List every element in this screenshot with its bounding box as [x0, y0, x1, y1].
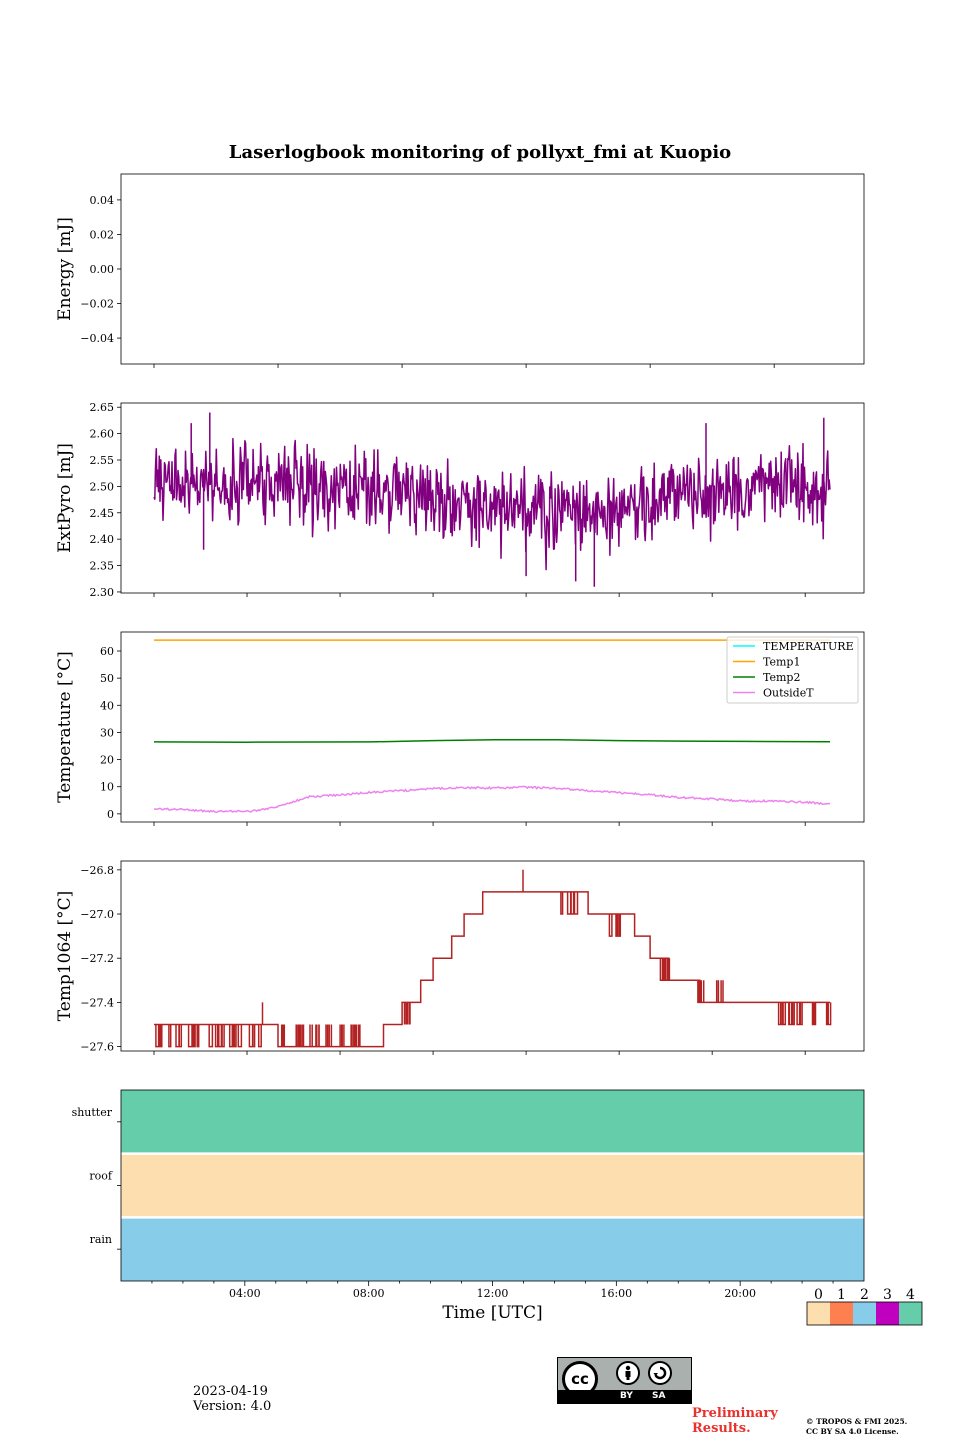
- y-tick-label: 30: [100, 726, 114, 739]
- colorbar-swatch: [853, 1302, 876, 1325]
- axes-frame: [120, 860, 865, 1052]
- footer-date: 2023-04-19: [193, 1384, 268, 1399]
- y-axis-label: ExtPyro [mJ]: [55, 443, 75, 553]
- attribution-icon: [616, 1361, 640, 1385]
- footer-version: Version: 4.0: [193, 1399, 272, 1414]
- cc-bottom-bar: [558, 1390, 691, 1403]
- figure-title: Laserlogbook monitoring of pollyxt_fmi a…: [229, 142, 731, 163]
- legend-entry: Temp1: [763, 656, 800, 669]
- x-tick-label: 20:00: [724, 1287, 756, 1300]
- y-tick-label: 0.02: [90, 228, 115, 241]
- colorbar-label: 3: [883, 1287, 892, 1303]
- copyright-line-1: © TROPOS & FMI 2025.: [806, 1417, 908, 1426]
- row-label: rain: [90, 1233, 112, 1246]
- y-tick-label: −27.2: [80, 952, 114, 965]
- chart-panels: 0.04 0.02 0.00 −0.02 −0.04 Energy [mJ] 2.65 2.6…: [55, 173, 923, 1326]
- colorbar-swatch: [830, 1302, 853, 1325]
- status-row-shutter: [121, 1090, 864, 1154]
- legend-entry: TEMPERATURE: [763, 640, 854, 653]
- status-row-rain: [121, 1217, 864, 1281]
- y-tick-label: 2.60: [90, 428, 115, 441]
- colorbar-label: 2: [860, 1287, 869, 1303]
- y-tick-label: 20: [100, 754, 114, 767]
- extpyro-series: [153, 412, 831, 587]
- colorbar-label: 4: [906, 1287, 915, 1303]
- y-tick-label: 10: [100, 781, 114, 794]
- y-tick-label: −27.4: [80, 996, 114, 1009]
- axes-frame: [120, 631, 865, 823]
- legend-entry: OutsideT: [763, 687, 814, 700]
- share-alike-icon: [648, 1361, 672, 1385]
- y-tick-label: 2.55: [90, 454, 115, 467]
- y-tick-label: 50: [100, 672, 114, 685]
- y-tick-label: −27.0: [80, 908, 114, 921]
- status-row-roof: [121, 1153, 864, 1218]
- y-tick-label: 2.65: [90, 401, 115, 414]
- legend-box: [726, 636, 859, 704]
- y-tick-label: 40: [100, 699, 114, 712]
- colorbar-label: 0: [814, 1287, 823, 1303]
- colorbar-label: 1: [837, 1287, 846, 1303]
- colorbar-swatch: [807, 1302, 830, 1325]
- legend: TEMPERATURE Temp1 Temp2 OutsideT: [726, 636, 859, 704]
- y-tick-label: 2.45: [90, 507, 115, 520]
- preliminary-line-1: Preliminary: [692, 1406, 778, 1421]
- colorbar-frame: [806, 1301, 923, 1326]
- cc-by-label: BY: [620, 1391, 633, 1401]
- y-tick-label: 0: [107, 808, 114, 821]
- y-tick-label: −27.6: [80, 1041, 114, 1054]
- x-tick-label: 04:00: [229, 1287, 261, 1300]
- y-tick-label: −0.02: [80, 298, 114, 311]
- y-tick-label: 2.30: [90, 586, 115, 599]
- y-axis-label: Temp1064 [°C]: [55, 891, 75, 1022]
- row-label: roof: [89, 1170, 113, 1183]
- colorbar-swatch: [899, 1302, 922, 1325]
- y-tick-label: 0.00: [90, 263, 115, 276]
- y-tick-label: 0.04: [90, 194, 115, 207]
- x-axis-label: Time [UTC]: [442, 1303, 542, 1323]
- preliminary-line-2: Results.: [692, 1421, 751, 1436]
- legend-entry: Temp2: [763, 671, 800, 684]
- series-outsidet: [153, 785, 831, 814]
- axes-frame: [120, 173, 865, 365]
- y-tick-label: 2.35: [90, 560, 115, 573]
- y-tick-label: 60: [100, 645, 114, 658]
- y-tick-label: 2.50: [90, 480, 115, 493]
- cc-license-badge: cc BY SA: [557, 1357, 692, 1404]
- copyright-line-2: CC BY SA 4.0 License.: [806, 1427, 899, 1436]
- x-tick-label: 12:00: [477, 1287, 509, 1300]
- x-tick-label: 08:00: [353, 1287, 385, 1300]
- y-axis-label: Temperature [°C]: [55, 651, 75, 803]
- series-temp2: [153, 739, 831, 743]
- y-tick-label: 2.40: [90, 533, 115, 546]
- x-tick-label: 16:00: [600, 1287, 632, 1300]
- axes-frame: [120, 402, 865, 594]
- y-tick-label: −26.8: [80, 864, 114, 877]
- cc-sa-label: SA: [652, 1391, 666, 1401]
- y-axis-label: Energy [mJ]: [55, 217, 75, 321]
- row-label: shutter: [72, 1106, 113, 1119]
- colorbar-swatch: [876, 1302, 899, 1325]
- y-tick-label: −0.04: [80, 332, 114, 345]
- temp1064-series: [154, 869, 832, 1048]
